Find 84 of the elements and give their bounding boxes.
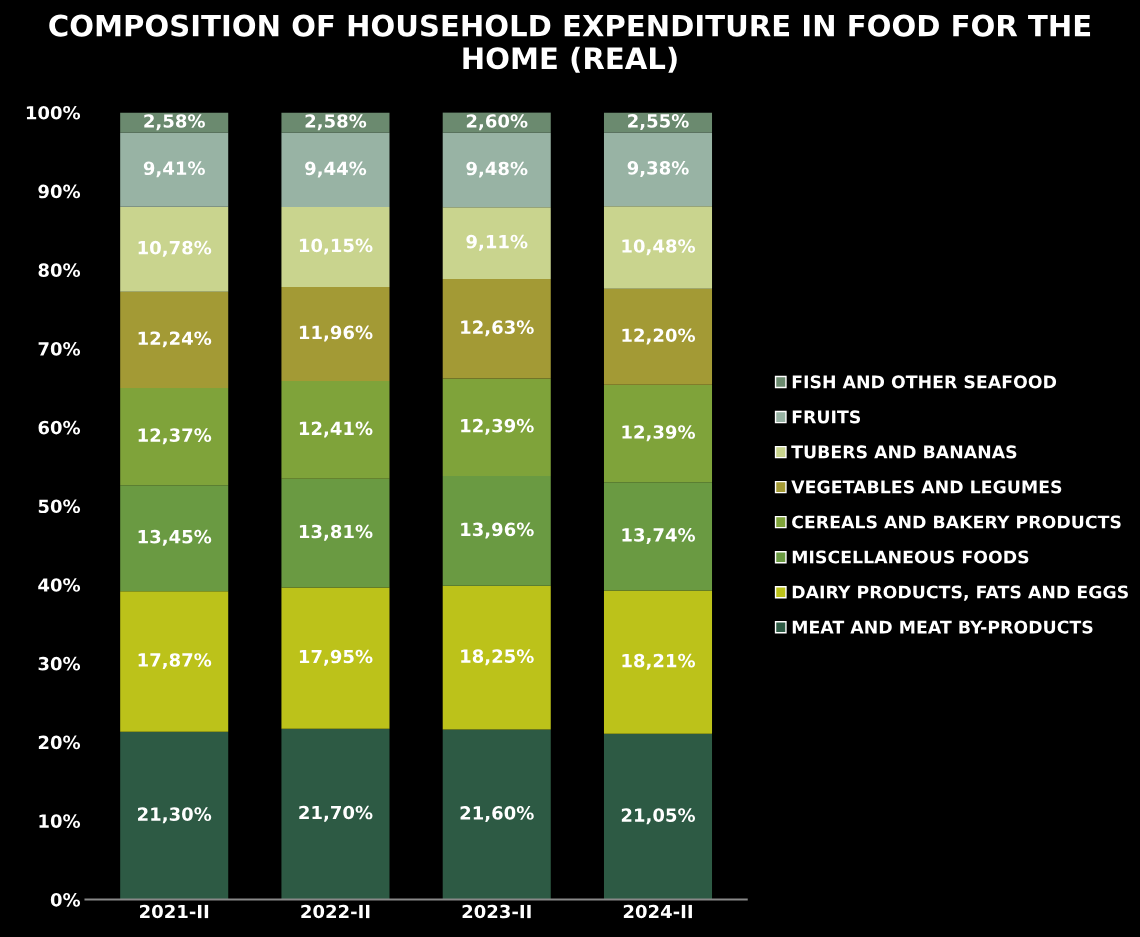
- bar: [442, 475, 551, 586]
- y-tick-label: 80%: [38, 263, 81, 277]
- x-tick-label: 2023-II: [462, 904, 531, 919]
- y-tick-label: 10%: [39, 814, 81, 828]
- data-label: 18,25%: [461, 649, 534, 666]
- data-label: 10,48%: [622, 239, 696, 256]
- legend-label: TUBERS AND BANANAS: [791, 445, 1017, 459]
- data-label: 12,37%: [138, 428, 212, 445]
- data-label: 21,70%: [299, 805, 373, 822]
- legend-label: VEGETABLES AND LEGUMES: [791, 480, 1062, 494]
- bar: [281, 587, 390, 729]
- legend-label: CEREALS AND BAKERY PRODUCTS: [792, 515, 1121, 529]
- bar: [603, 384, 713, 483]
- data-label: 9,41%: [143, 161, 205, 178]
- bar: [120, 388, 229, 486]
- y-tick-label: 20%: [38, 735, 81, 750]
- bar: [281, 132, 390, 208]
- data-label: 12,24%: [138, 331, 212, 348]
- data-label: 12,39%: [622, 425, 696, 442]
- data-label: 12,41%: [299, 421, 373, 438]
- legend-label: FISH AND OTHER SEAFOOD: [792, 375, 1057, 389]
- y-tick-label: 40%: [38, 578, 81, 592]
- data-label: 13,96%: [461, 522, 534, 539]
- bar: [603, 482, 713, 591]
- bar: [442, 378, 551, 476]
- data-label: 12,39%: [461, 418, 534, 435]
- bar: [120, 206, 229, 292]
- y-tick-label: 90%: [38, 184, 81, 199]
- bar: [603, 132, 713, 207]
- bar: [120, 731, 229, 900]
- data-label: 11,96%: [299, 325, 373, 342]
- y-tick-label: 100%: [26, 105, 81, 120]
- x-tick-label: 2024-II: [623, 904, 692, 919]
- data-label: 2,55%: [628, 114, 689, 131]
- data-label: 21,05%: [621, 808, 696, 825]
- bar: [281, 207, 390, 287]
- data-label: 13,45%: [138, 529, 212, 546]
- bar: [603, 590, 713, 734]
- bar: [281, 286, 390, 382]
- data-label: 13,74%: [622, 528, 696, 544]
- data-label: 12,20%: [622, 328, 696, 345]
- bar: [442, 729, 551, 900]
- data-label: 10,15%: [299, 238, 373, 255]
- bar: [603, 288, 713, 385]
- data-label: 10,78%: [138, 240, 212, 257]
- y-tick-label: 60%: [38, 420, 81, 435]
- data-label: 9,48%: [466, 161, 528, 178]
- data-label: 9,44%: [305, 161, 367, 178]
- y-tick-label: 70%: [38, 342, 81, 356]
- x-tick-label: 2022-II: [301, 904, 370, 919]
- chart-title: COMPOSITION OF HOUSEHOLD EXPENDITURE IN FOOD FOR THE HOME (REAL): [49, 14, 1091, 73]
- legend-label: FRUITS: [792, 410, 861, 424]
- legend-label: DAIRY PRODUCTS, FATS AND EGGS: [792, 585, 1128, 601]
- data-label: 9,11%: [466, 234, 528, 251]
- bar: [442, 132, 551, 208]
- bar: [281, 381, 390, 479]
- bar: [281, 478, 390, 588]
- legend-label: MEAT AND MEAT BY-PRODUCTS: [792, 620, 1093, 634]
- data-label: 21,30%: [138, 807, 212, 824]
- bar: [281, 728, 390, 900]
- data-label: 18,21%: [622, 653, 696, 670]
- data-label: 9,38%: [627, 161, 689, 177]
- y-tick-label: 30%: [38, 656, 81, 671]
- data-label: 21,60%: [460, 806, 534, 823]
- data-label: 17,87%: [138, 653, 212, 670]
- legend-label: MISCELLANEOUS FOODS: [792, 550, 1029, 564]
- data-label: 2,60%: [466, 114, 528, 131]
- x-tick-label: 2021-II: [140, 904, 209, 919]
- y-tick-label: 0%: [50, 892, 81, 907]
- data-label: 2,58%: [305, 114, 367, 131]
- bar: [442, 279, 551, 379]
- bar: [120, 132, 229, 207]
- bar: [120, 291, 229, 388]
- data-label: 13,81%: [299, 524, 373, 541]
- data-label: 2,58%: [144, 114, 205, 131]
- data-label: 17,95%: [299, 649, 373, 666]
- bar: [120, 591, 229, 732]
- data-label: 12,63%: [461, 320, 534, 337]
- bar: [120, 485, 229, 592]
- bar: [603, 733, 713, 900]
- bar: [442, 585, 551, 730]
- bar: [442, 207, 551, 280]
- y-tick-label: 50%: [38, 499, 81, 514]
- bar: [603, 206, 713, 289]
